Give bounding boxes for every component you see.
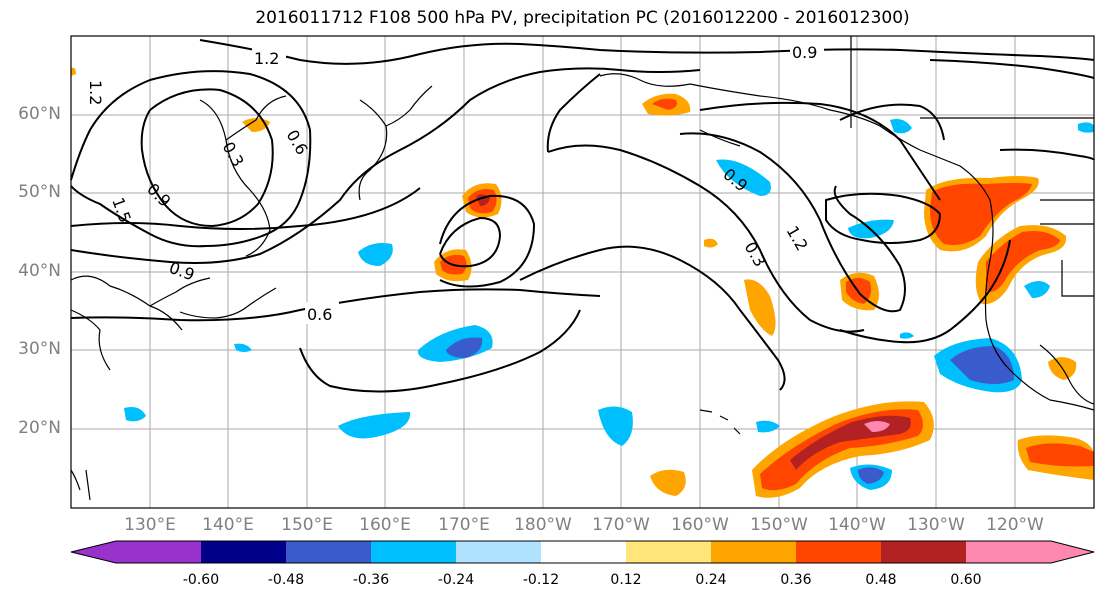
- contour-label: 0.9: [792, 43, 817, 62]
- colorbar-tick-label: 0.60: [950, 572, 982, 588]
- lat-label: 50°N: [18, 182, 61, 202]
- colorbar-tick-label: 0.36: [780, 572, 812, 588]
- lon-label: 170°E: [438, 515, 490, 535]
- colorbar-segment: [881, 541, 966, 563]
- colorbar-extend-high: [1051, 541, 1094, 563]
- lat-label: 20°N: [18, 418, 61, 438]
- lat-label: 30°N: [18, 339, 61, 359]
- contour-label: 0.6: [307, 305, 332, 324]
- lat-label: 40°N: [18, 261, 61, 281]
- colorbar-segment: [456, 541, 541, 563]
- map-border: [70, 35, 1095, 509]
- colorbar-tick-label: -0.60: [182, 572, 220, 588]
- colorbar-tick-label: -0.48: [267, 572, 305, 588]
- colorbar-tick-label: 0.12: [610, 572, 642, 588]
- contour-label: 1.2: [86, 80, 105, 105]
- colorbar-tick-label: 0.48: [865, 572, 897, 588]
- colorbar-extend-low: [71, 541, 116, 563]
- lon-label: 150°W: [750, 515, 808, 535]
- lon-label: 160°W: [671, 515, 729, 535]
- colorbar-segment: [541, 541, 626, 563]
- coastlines: [70, 36, 1095, 501]
- precip-negative: [124, 119, 1094, 490]
- colorbar-tick-label: -0.36: [352, 572, 390, 588]
- colorbar-segment: [201, 541, 286, 563]
- colorbar-segment: [371, 541, 456, 563]
- colorbar-segment: [286, 541, 371, 563]
- lon-label: 130°W: [907, 515, 965, 535]
- colorbar-segment: [796, 541, 881, 563]
- colorbar-tick-label: 0.24: [695, 572, 727, 588]
- colorbar-segment: [711, 541, 796, 563]
- lon-label: 170°W: [592, 515, 650, 535]
- colorbar-segment: [966, 541, 1051, 563]
- pv-contours: [70, 39, 1095, 393]
- lon-label: 150°E: [281, 515, 333, 535]
- colorbar-tick-label: -0.24: [437, 572, 475, 588]
- lat-label: 60°N: [18, 104, 61, 124]
- lon-label: 120°W: [986, 515, 1044, 535]
- lon-label: 180°W: [514, 515, 572, 535]
- precip-positive: [71, 67, 1094, 498]
- lon-label: 140°W: [828, 515, 886, 535]
- lon-label: 160°E: [359, 515, 411, 535]
- colorbar-segment: [626, 541, 711, 563]
- contour-label: 1.2: [254, 49, 279, 68]
- colorbar-segment: [116, 541, 201, 563]
- map-title: 2016011712 F108 500 hPa PV, precipitatio…: [255, 8, 910, 28]
- colorbar: [70, 540, 1095, 564]
- colorbar-tick-label: -0.12: [522, 572, 560, 588]
- lon-label: 140°E: [202, 515, 254, 535]
- lon-label: 130°E: [124, 515, 176, 535]
